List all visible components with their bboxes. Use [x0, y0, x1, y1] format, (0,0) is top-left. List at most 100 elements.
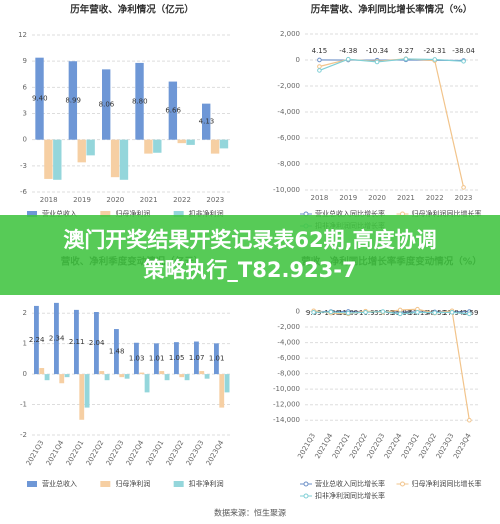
- y-tick-label: 2: [23, 309, 27, 317]
- y-tick-label: -6,000: [277, 354, 300, 362]
- point: [317, 64, 322, 69]
- bar: [99, 371, 105, 375]
- x-tick-label: 2023Q4: [205, 439, 226, 468]
- legend-label: 扣非净利润: [189, 209, 224, 218]
- value-label: -10.34: [366, 47, 389, 55]
- point: [380, 309, 386, 314]
- bar: [59, 374, 65, 384]
- x-tick-label: 2022Q1: [65, 439, 86, 467]
- bar: [84, 374, 90, 408]
- banner: 澳门开奖结果开奖记录表62期,高度协调策略执行_T82.923-7: [0, 215, 500, 295]
- line: [319, 58, 464, 71]
- bar: [39, 368, 45, 375]
- y-tick-label: -6: [20, 188, 28, 196]
- legend-label: 扣非净利润同比增长率: [315, 491, 385, 500]
- x-tick-label: 2021: [140, 196, 158, 204]
- bar: [134, 342, 139, 375]
- value-label: 4.15: [312, 47, 328, 55]
- bar: [68, 61, 78, 140]
- value-label: 6.66: [165, 107, 181, 115]
- x-tick-label: 2018: [311, 194, 329, 202]
- value-label: 1.05: [169, 354, 185, 362]
- point: [345, 56, 351, 62]
- bar: [104, 374, 110, 381]
- bar: [44, 374, 50, 381]
- point: [328, 309, 334, 315]
- line: [319, 58, 465, 188]
- bar: [119, 374, 125, 378]
- x-tick-label: 2022Q3: [105, 439, 126, 467]
- y-tick-label: -6,000: [277, 134, 300, 142]
- x-tick-label: 2020: [106, 196, 124, 204]
- point: [345, 310, 351, 316]
- x-tick-label: 2021Q4: [45, 439, 66, 468]
- point: [415, 310, 420, 315]
- bar: [210, 139, 220, 154]
- y-tick-label: 2,000: [280, 30, 300, 38]
- bar: [35, 57, 44, 140]
- legend-swatch: [303, 481, 309, 487]
- point: [317, 68, 322, 73]
- bar: [114, 329, 119, 375]
- value-label: 4.13: [199, 118, 215, 126]
- value-label: 1.07: [189, 354, 205, 362]
- value-label: -38.04: [452, 47, 475, 55]
- bar: [119, 139, 129, 180]
- bar: [110, 139, 120, 178]
- bar: [44, 139, 53, 179]
- y-tick-label: 1: [23, 340, 27, 348]
- legend-label: 营业总收入: [42, 479, 77, 488]
- bar: [53, 139, 62, 180]
- bar: [102, 69, 111, 140]
- y-tick-label: 6: [23, 83, 28, 91]
- bar: [174, 342, 179, 375]
- bar: [135, 62, 144, 140]
- y-tick-label: 0: [23, 136, 27, 144]
- legend-label: 扣非净利润: [189, 479, 224, 488]
- value-label: 2.34: [49, 334, 65, 342]
- legend-label: 归母净利润同比增长率: [412, 209, 482, 218]
- y-tick-label: 0: [23, 370, 27, 378]
- bar: [54, 302, 59, 375]
- value-label: 9.27: [398, 47, 414, 55]
- bar: [199, 371, 205, 375]
- x-tick-label: 2023Q3: [185, 439, 206, 467]
- x-tick-label: 2023Q2: [165, 439, 186, 467]
- bar: [159, 371, 165, 375]
- y-tick-label: 0: [296, 308, 300, 316]
- value-label: 8.80: [132, 97, 148, 105]
- bar: [204, 374, 210, 379]
- x-tick-label: 2023Q1: [145, 439, 166, 467]
- bar: [86, 139, 95, 156]
- value-label: 9.40: [32, 95, 48, 103]
- y-tick-label: 3: [23, 110, 27, 118]
- value-label: 1.48: [109, 348, 125, 356]
- chart-title: 历年营收、净利同比增长率情况（%）: [311, 4, 473, 16]
- value-label: 2.11: [69, 338, 85, 346]
- bar: [139, 372, 145, 375]
- y-tick-label: -8,000: [277, 370, 300, 378]
- bar: [77, 139, 86, 163]
- x-tick-label: 2020: [368, 194, 386, 202]
- y-tick-label: 9: [23, 57, 27, 65]
- y-tick-label: -8,000: [277, 160, 300, 168]
- bar: [214, 343, 219, 375]
- y-tick-label: -4,000: [277, 108, 300, 116]
- legend-swatch: [173, 481, 184, 487]
- legend-label: 营业总收入: [42, 209, 77, 218]
- value-label: -4.38: [339, 47, 357, 55]
- bar: [194, 341, 199, 375]
- point: [374, 59, 380, 65]
- bar: [154, 343, 159, 375]
- legend-label: 归母净利润同比增长率: [412, 479, 482, 488]
- y-tick-label: -2,000: [277, 323, 300, 331]
- legend-swatch: [100, 481, 111, 487]
- x-tick-label: 2022: [173, 196, 191, 204]
- value-label: -24.31: [423, 47, 446, 55]
- point: [467, 417, 472, 423]
- y-tick-label: -12,000: [273, 401, 300, 409]
- x-tick-label: 2023: [455, 194, 473, 202]
- bar: [219, 374, 225, 408]
- y-tick-label: -1: [20, 401, 27, 409]
- x-tick-label: 2019: [339, 194, 357, 202]
